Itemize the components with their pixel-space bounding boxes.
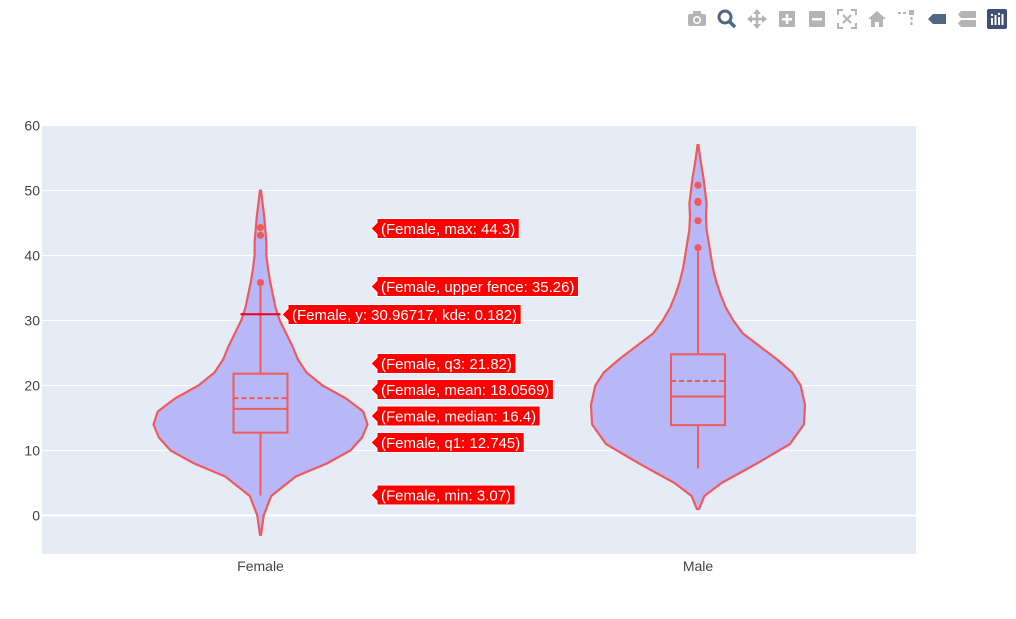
outlier-point — [256, 279, 265, 287]
box — [232, 372, 289, 434]
y-tick-label: 50 — [24, 183, 40, 199]
hover-label-bg — [370, 276, 579, 297]
pan-button[interactable] — [744, 6, 770, 32]
violin-male — [589, 143, 807, 511]
x-axis: Female Male — [237, 558, 713, 574]
hover-label-text: (Female, q1: 12.745) — [381, 435, 520, 452]
plot-background — [42, 125, 916, 554]
zoom-out-icon — [809, 11, 825, 27]
hover-label: (Female, y: 30.96717, kde: 0.182) — [281, 304, 522, 325]
hover-label: (Female, max: 44.3) — [370, 218, 520, 239]
home-icon — [868, 11, 886, 27]
hover-labels: (Female, max: 44.3) (Female, upper fence:… — [240, 218, 579, 506]
outlier-point — [694, 244, 702, 252]
hover-label: (Female, q3: 21.82) — [370, 353, 517, 374]
hover-label: (Female, median: 16.4) — [370, 405, 541, 427]
hover-label-text: (Female, median: 16.4) — [381, 409, 536, 426]
y-tick-label: 40 — [24, 248, 40, 264]
hover-label-bg — [281, 304, 522, 325]
violins — [152, 143, 807, 537]
plotly-logo-icon — [987, 9, 1007, 29]
hover-label-bg — [370, 379, 554, 400]
outlier-point — [694, 197, 702, 205]
outlier-point — [256, 223, 265, 232]
hover-compare-button[interactable] — [954, 6, 980, 32]
zoom-icon — [717, 9, 737, 29]
hover-label-text: (Female, q3: 21.82) — [381, 356, 512, 373]
x-tick-label: Male — [683, 558, 714, 574]
hover-closest-button[interactable] — [924, 6, 950, 32]
y-tick-label: 30 — [24, 313, 40, 329]
outlier-point — [694, 217, 702, 225]
hover-label: (Female, upper fence: 35.26) — [370, 276, 579, 297]
hover-label-text: (Female, min: 3.07) — [381, 488, 511, 505]
y-tick-label: 60 — [24, 118, 40, 134]
hover-label-bg — [370, 353, 517, 374]
y-tick-label: 0 — [32, 508, 40, 524]
violin-female — [152, 189, 369, 537]
hover-closest-icon — [928, 14, 946, 24]
y-axis: 0 10 20 30 40 50 60 — [24, 118, 40, 524]
autoscale-icon — [837, 9, 857, 29]
outlier-point — [256, 231, 265, 239]
hover-compare-icon — [958, 11, 976, 27]
zoom-in-button[interactable] — [774, 6, 800, 32]
hover-label-text: (Female, upper fence: 35.26) — [381, 279, 574, 296]
hover-label-bg — [370, 405, 541, 427]
spike-lines-icon — [898, 10, 914, 25]
hover-label-bg — [370, 432, 525, 453]
hover-label-bg — [370, 218, 520, 239]
x-tick-label: Female — [237, 558, 284, 574]
hover-label-text: (Female, mean: 18.0569) — [381, 382, 549, 399]
outlier-point — [694, 181, 702, 189]
modebar — [684, 6, 1010, 32]
hover-label: (Female, mean: 18.0569) — [370, 379, 554, 400]
spike-lines-button[interactable] — [894, 6, 920, 32]
plotly-logo-button[interactable] — [984, 6, 1010, 32]
reset-axes-button[interactable] — [864, 6, 890, 32]
zoom-button[interactable] — [714, 6, 740, 32]
box — [670, 353, 726, 427]
camera-icon — [688, 11, 706, 26]
y-tick-label: 10 — [24, 443, 40, 459]
hover-label-text: (Female, y: 30.96717, kde: 0.182) — [292, 307, 517, 324]
pan-icon — [747, 9, 767, 29]
zoom-out-button[interactable] — [804, 6, 830, 32]
zoom-in-icon — [779, 11, 795, 27]
autoscale-button[interactable] — [834, 6, 860, 32]
hover-label: (Female, q1: 12.745) — [370, 432, 525, 453]
hover-label-bg — [370, 484, 516, 506]
hover-label: (Female, min: 3.07) — [370, 484, 516, 506]
hover-label-text: (Female, max: 44.3) — [381, 221, 515, 238]
y-tick-label: 20 — [24, 378, 40, 394]
camera-button[interactable] — [684, 6, 710, 32]
